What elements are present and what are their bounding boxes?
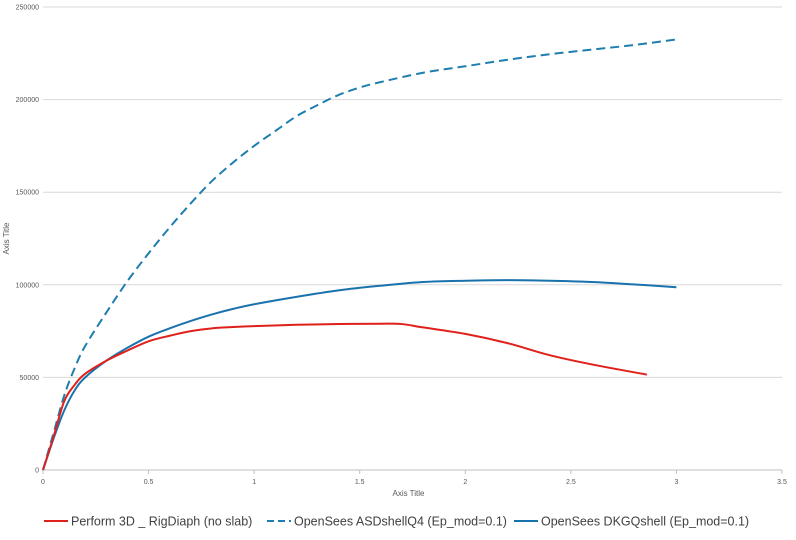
x-tick-label: 2.5 <box>566 479 576 486</box>
series-line-2 <box>42 38 677 471</box>
legend-label-1: Perform 3D _ RigDiaph (no slab) <box>71 515 252 529</box>
y-tick-label: 100000 <box>16 282 39 289</box>
axis-layer: 0 50000 100000 150000 200000 250000 0 0.5 1 1.5 2 2… <box>16 5 787 487</box>
y-tick-label: 150000 <box>16 190 39 197</box>
x-tick-label: 0 <box>41 479 45 486</box>
x-tick-label: 2 <box>463 479 467 486</box>
y-tick-label: 250000 <box>16 5 39 12</box>
x-tick-label: 0.5 <box>144 479 154 486</box>
x-tick-label: 3.5 <box>777 479 787 486</box>
x-axis-title: Axis Title <box>392 489 425 498</box>
series-line-1 <box>42 322 648 471</box>
legend: Perform 3D _ RigDiaph (no slab) OpenSees … <box>44 515 749 529</box>
grid-layer <box>43 6 782 378</box>
y-tick-label: 200000 <box>16 97 39 104</box>
x-tick-label: 3 <box>674 479 678 486</box>
y-axis-title: Axis Title <box>2 222 11 255</box>
legend-label-3: OpenSees DKGQshell (Ep_mod=0.1) <box>541 515 749 529</box>
series-layer <box>42 38 677 471</box>
x-tick-label: 1.5 <box>355 479 365 486</box>
y-tick-label: 0 <box>35 468 39 475</box>
x-tick-label: 1 <box>252 479 256 486</box>
series-line-3 <box>42 279 677 471</box>
legend-label-2: OpenSees ASDshellQ4 (Ep_mod=0.1) <box>294 515 507 529</box>
y-tick-label: 50000 <box>20 375 40 382</box>
